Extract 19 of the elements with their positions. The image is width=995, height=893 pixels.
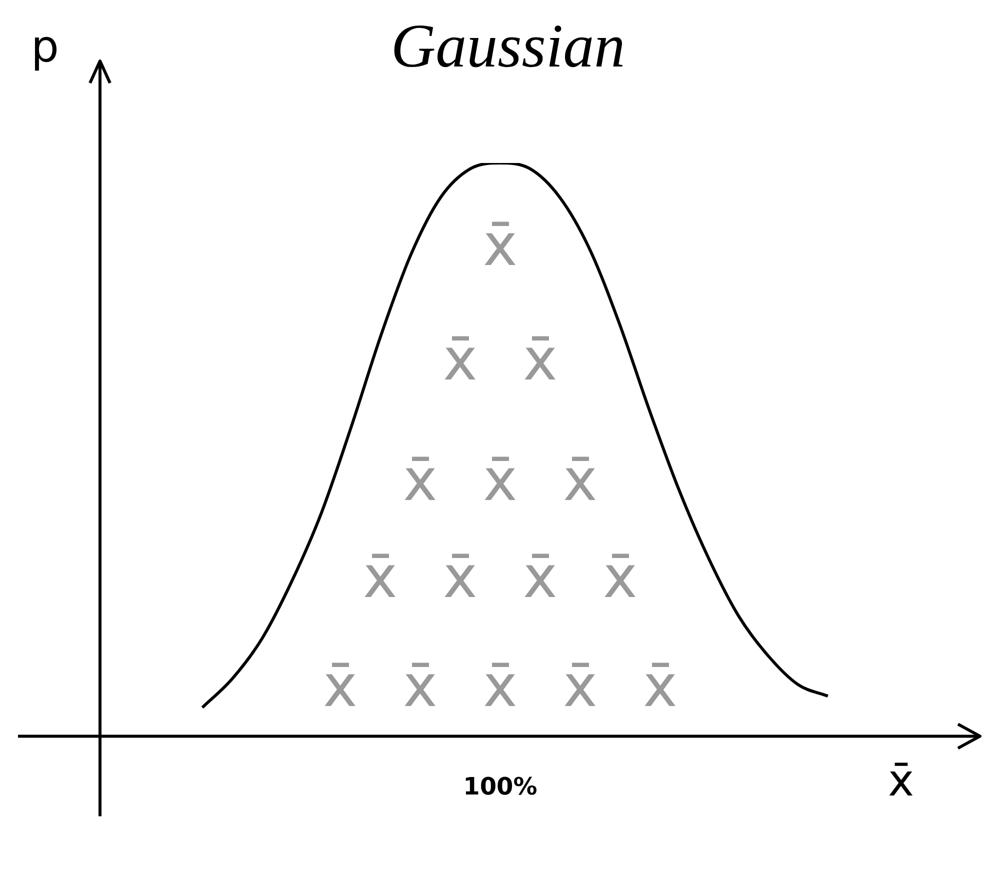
annotation: x̄ [563,652,598,720]
annotation: x̄ [523,325,558,394]
annotation: x̄ [643,652,678,720]
x-axis-title: x̄ [888,756,914,807]
annotation: x̄ [443,325,478,394]
annotation: x̄ [443,543,478,612]
y-axis-title: p [31,21,59,72]
annotation: x̄ [523,543,558,612]
annotation: x̄ [563,446,598,514]
annotation: x̄ [603,543,638,612]
annotation: x̄ [483,652,518,720]
chart-title: Gaussian [390,12,626,80]
annotation: x̄ [483,210,518,279]
annotation: x̄ [483,446,518,514]
annotation: x̄ [403,652,438,720]
text: 100% [463,772,538,800]
annotation: x̄ [403,446,438,514]
annotation: x̄ [363,543,398,612]
annotation: x̄ [323,652,358,720]
